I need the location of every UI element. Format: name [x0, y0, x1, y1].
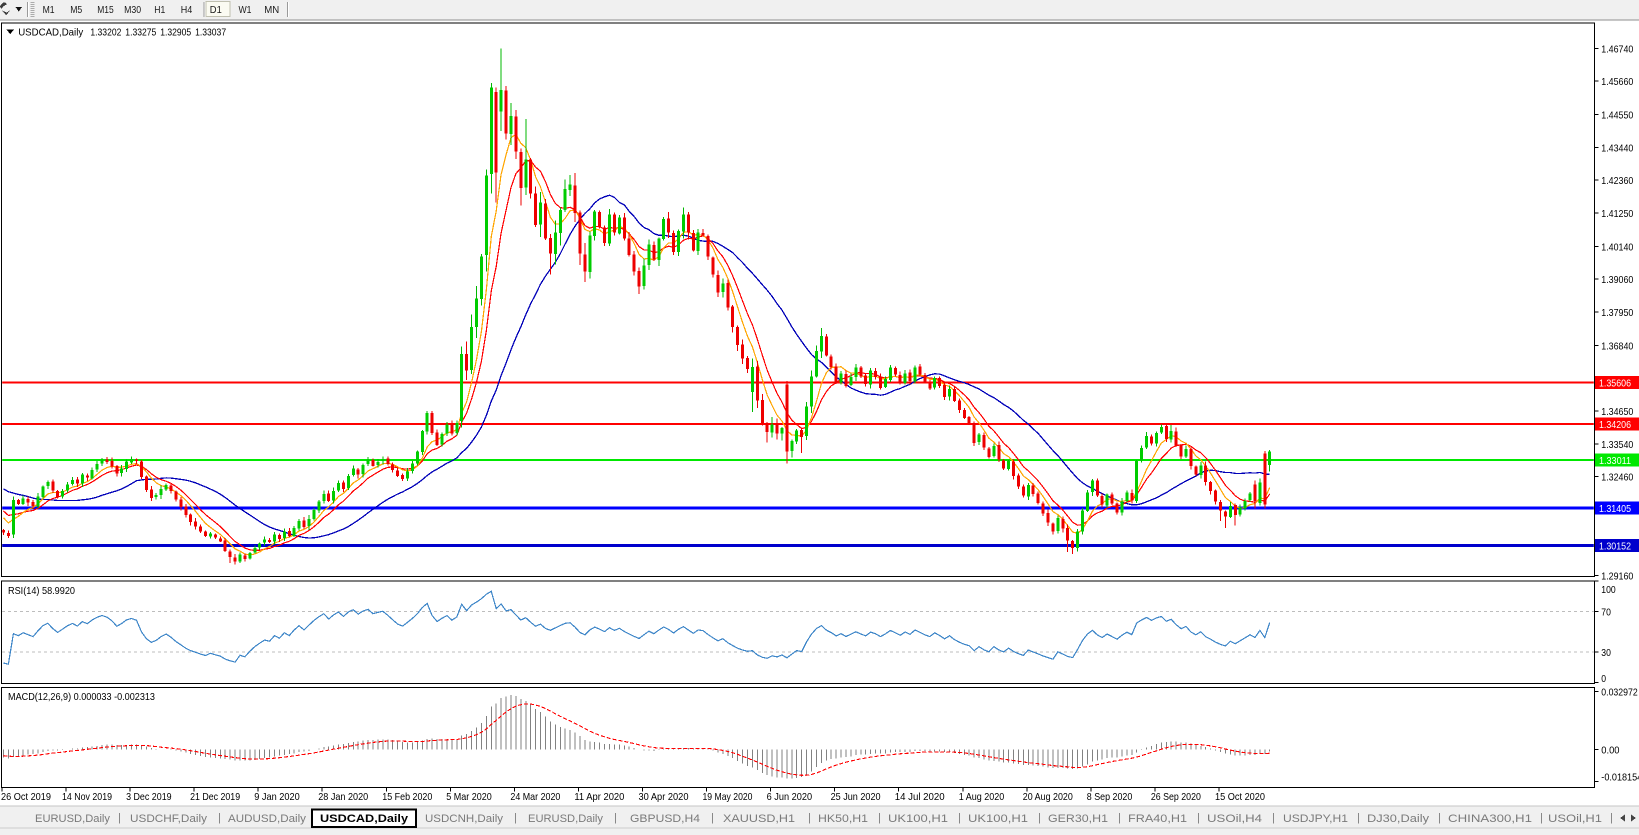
- svg-text:USDCAD,Daily: USDCAD,Daily: [18, 27, 84, 39]
- svg-text:|: |: [1038, 812, 1041, 824]
- svg-text:|: |: [614, 812, 617, 824]
- svg-text:|: |: [1197, 812, 1200, 824]
- svg-text:1.42360: 1.42360: [1601, 175, 1633, 187]
- svg-text:W1: W1: [239, 4, 252, 16]
- svg-text:AUDUSD,Daily: AUDUSD,Daily: [228, 813, 307, 825]
- svg-text:25 Jun 2020: 25 Jun 2020: [831, 791, 881, 803]
- svg-text:15 Oct 2020: 15 Oct 2020: [1215, 791, 1265, 803]
- svg-text:|: |: [218, 812, 221, 824]
- svg-text:M15: M15: [97, 4, 114, 16]
- svg-text:1.31405: 1.31405: [1599, 503, 1631, 515]
- svg-text:XAUUSD,H1: XAUUSD,H1: [723, 813, 795, 825]
- svg-text:26 Sep 2020: 26 Sep 2020: [1151, 791, 1201, 803]
- svg-text:H1: H1: [154, 4, 165, 16]
- svg-text:D1: D1: [210, 4, 222, 16]
- svg-text:1.36840: 1.36840: [1601, 340, 1633, 352]
- svg-text:MACD(12,26,9) 0.000033 -0.0023: MACD(12,26,9) 0.000033 -0.002313: [8, 691, 155, 703]
- svg-text:MN: MN: [264, 4, 279, 16]
- svg-text:1.33011: 1.33011: [1599, 455, 1631, 467]
- svg-text:9 Jan 2020: 9 Jan 2020: [254, 791, 300, 803]
- svg-text:8 Sep 2020: 8 Sep 2020: [1087, 791, 1133, 803]
- svg-text:|: |: [808, 812, 811, 824]
- svg-text:1.32460: 1.32460: [1601, 472, 1633, 484]
- svg-text:RSI(14) 58.9920: RSI(14) 58.9920: [8, 585, 75, 597]
- svg-text:1.33202: 1.33202: [90, 27, 121, 39]
- svg-text:5 Mar 2020: 5 Mar 2020: [446, 791, 492, 803]
- svg-text:26 Oct 2019: 26 Oct 2019: [1, 791, 51, 803]
- svg-text:-0.018154: -0.018154: [1601, 771, 1639, 783]
- svg-text:|: |: [711, 812, 714, 824]
- svg-text:0.00: 0.00: [1601, 744, 1619, 756]
- svg-text:USDCHF,Daily: USDCHF,Daily: [130, 813, 208, 825]
- svg-text:USOil,H4: USOil,H4: [1207, 813, 1262, 825]
- svg-text:1.34650: 1.34650: [1601, 406, 1633, 418]
- svg-text:1.33540: 1.33540: [1601, 439, 1633, 451]
- svg-text:30 Apr 2020: 30 Apr 2020: [639, 791, 689, 803]
- svg-text:6 Jun 2020: 6 Jun 2020: [767, 791, 813, 803]
- svg-text:3 Dec 2019: 3 Dec 2019: [126, 791, 172, 803]
- svg-text:1.41250: 1.41250: [1601, 208, 1633, 220]
- svg-text:H4: H4: [181, 4, 193, 16]
- svg-text:20 Aug 2020: 20 Aug 2020: [1023, 791, 1073, 803]
- svg-text:USDCNH,Daily: USDCNH,Daily: [425, 813, 504, 825]
- svg-text:|: |: [1357, 812, 1360, 824]
- svg-text:HK50,H1: HK50,H1: [818, 813, 868, 825]
- svg-text:1.33275: 1.33275: [125, 27, 156, 39]
- svg-text:CHINA300,H1: CHINA300,H1: [1448, 813, 1532, 825]
- svg-text:30: 30: [1601, 647, 1611, 659]
- svg-text:M30: M30: [124, 4, 141, 16]
- svg-text:DJ30,Daily: DJ30,Daily: [1367, 813, 1430, 825]
- svg-text:USDJPY,H1: USDJPY,H1: [1283, 813, 1348, 825]
- svg-text:|: |: [1610, 812, 1613, 824]
- svg-text:1.29160: 1.29160: [1601, 570, 1633, 582]
- svg-text:0: 0: [1601, 673, 1606, 685]
- svg-text:1.34206: 1.34206: [1599, 419, 1631, 431]
- svg-text:1.44550: 1.44550: [1601, 109, 1633, 121]
- svg-text:1.45660: 1.45660: [1601, 76, 1633, 88]
- svg-text:|: |: [1272, 812, 1275, 824]
- svg-text:1.39060: 1.39060: [1601, 274, 1633, 286]
- svg-text:1.43440: 1.43440: [1601, 143, 1633, 155]
- svg-text:1.37950: 1.37950: [1601, 307, 1633, 319]
- svg-text:0.032972: 0.032972: [1601, 686, 1638, 698]
- svg-text:EURUSD,Daily: EURUSD,Daily: [528, 813, 603, 825]
- svg-text:24 Mar 2020: 24 Mar 2020: [510, 791, 560, 803]
- svg-text:|: |: [1118, 812, 1121, 824]
- svg-text:14 Jul 2020: 14 Jul 2020: [895, 791, 945, 803]
- svg-text:USOil,H1: USOil,H1: [1548, 813, 1602, 825]
- svg-text:M5: M5: [70, 4, 82, 16]
- svg-text:1.46740: 1.46740: [1601, 44, 1633, 56]
- svg-text:EURUSD,Daily: EURUSD,Daily: [35, 813, 110, 825]
- svg-text:GER30,H1: GER30,H1: [1048, 813, 1108, 825]
- svg-text:100: 100: [1601, 584, 1616, 596]
- svg-text:|: |: [1438, 812, 1441, 824]
- svg-text:19 May 2020: 19 May 2020: [703, 791, 753, 803]
- svg-text:M1: M1: [43, 4, 55, 16]
- svg-text:1.40140: 1.40140: [1601, 241, 1633, 253]
- svg-text:|: |: [958, 812, 961, 824]
- svg-text:USDCAD,Daily: USDCAD,Daily: [320, 813, 409, 825]
- svg-text:15 Feb 2020: 15 Feb 2020: [382, 791, 432, 803]
- svg-text:21 Dec 2019: 21 Dec 2019: [190, 791, 240, 803]
- svg-text:FRA40,H1: FRA40,H1: [1128, 813, 1187, 825]
- svg-text:|: |: [1540, 812, 1543, 824]
- svg-text:1 Aug 2020: 1 Aug 2020: [959, 791, 1005, 803]
- svg-text:UK100,H1: UK100,H1: [888, 813, 948, 825]
- svg-text:1.32905: 1.32905: [160, 27, 191, 39]
- svg-text:UK100,H1: UK100,H1: [968, 813, 1028, 825]
- svg-text:1.30152: 1.30152: [1599, 541, 1631, 553]
- svg-text:|: |: [118, 812, 121, 824]
- svg-text:1.35606: 1.35606: [1599, 377, 1631, 389]
- svg-text:11 Apr 2020: 11 Apr 2020: [574, 791, 624, 803]
- svg-text:1.33037: 1.33037: [195, 27, 226, 39]
- svg-text:70: 70: [1601, 606, 1611, 618]
- svg-text:28 Jan 2020: 28 Jan 2020: [318, 791, 368, 803]
- svg-text:GBPUSD,H4: GBPUSD,H4: [630, 813, 700, 825]
- svg-text:|: |: [878, 812, 881, 824]
- svg-text:|: |: [514, 812, 517, 824]
- svg-text:14 Nov 2019: 14 Nov 2019: [62, 791, 112, 803]
